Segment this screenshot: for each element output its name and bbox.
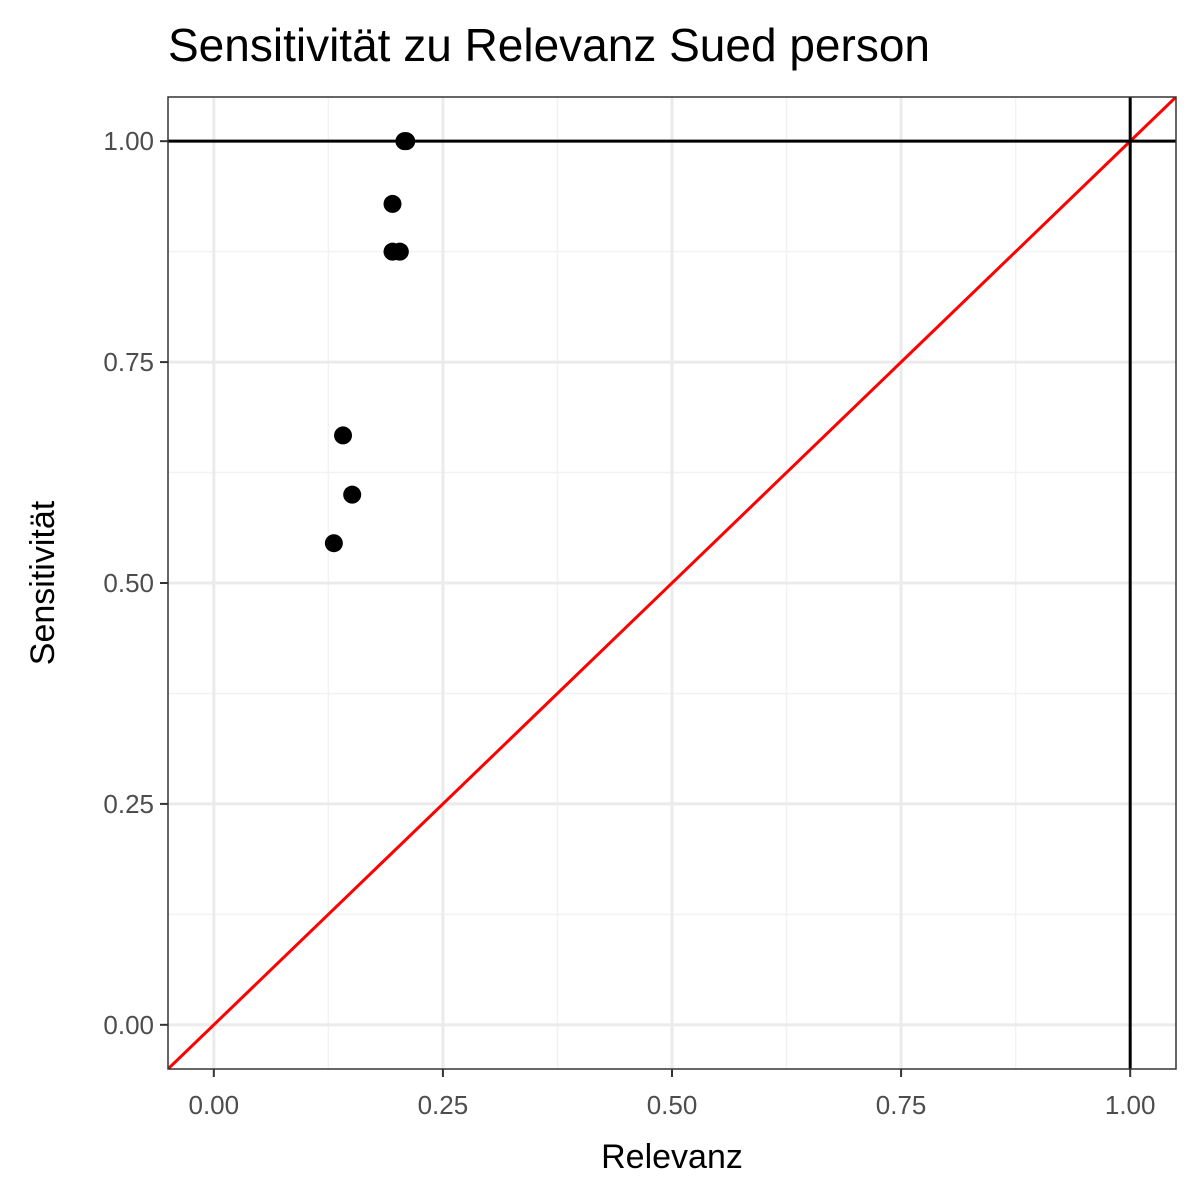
data-point: [324, 534, 343, 553]
x-tick-label: 0.00: [189, 1090, 240, 1120]
x-axis-title: Relevanz: [601, 1138, 743, 1176]
y-tick-label: 0.75: [103, 347, 154, 377]
data-point: [390, 242, 409, 261]
data-point: [383, 194, 402, 213]
y-tick-label: 0.25: [103, 789, 154, 819]
data-point: [343, 485, 362, 504]
data-point: [334, 426, 353, 445]
y-tick-label: 1.00: [103, 126, 154, 156]
x-tick-label: 1.00: [1105, 1090, 1156, 1120]
y-tick-label: 0.50: [103, 568, 154, 598]
diagonal-reference-line: [168, 97, 1176, 1069]
data-point: [395, 132, 414, 151]
x-tick-label: 0.50: [647, 1090, 698, 1120]
x-tick-label: 0.25: [418, 1090, 469, 1120]
chart-title: Sensitivität zu Relevanz Sued person: [168, 19, 930, 71]
x-axis-ticks: 0.00 0.25 0.50 0.75 1.00: [189, 1069, 1156, 1120]
y-axis-ticks: 0.00 0.25 0.50 0.75 1.00: [103, 126, 168, 1040]
data-points: [324, 132, 416, 553]
y-tick-label: 0.00: [103, 1010, 154, 1040]
y-axis-title: Sensitivität: [24, 500, 62, 665]
x-tick-label: 0.75: [876, 1090, 927, 1120]
